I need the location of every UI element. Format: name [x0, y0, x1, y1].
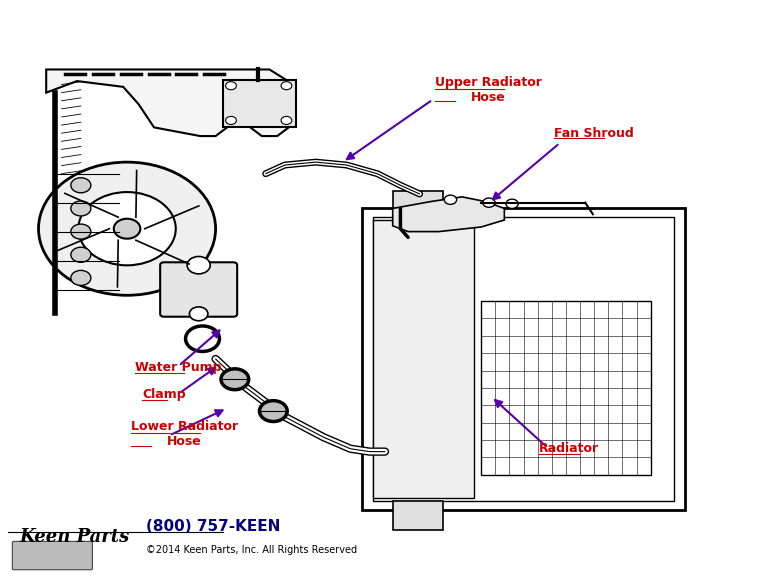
- Bar: [481, 301, 651, 475]
- Text: Water Pump: Water Pump: [135, 361, 221, 374]
- Text: Radiator: Radiator: [539, 442, 599, 455]
- Text: Lower Radiator
Hose: Lower Radiator Hose: [131, 420, 238, 448]
- Text: Clamp: Clamp: [142, 389, 186, 401]
- Circle shape: [189, 307, 208, 321]
- Circle shape: [38, 162, 216, 295]
- Polygon shape: [46, 69, 293, 136]
- Circle shape: [71, 224, 91, 239]
- Circle shape: [221, 369, 249, 390]
- Text: Fan Shroud: Fan Shroud: [554, 127, 634, 140]
- Text: Upper Radiator
Hose: Upper Radiator Hose: [435, 76, 542, 104]
- FancyBboxPatch shape: [393, 191, 443, 208]
- FancyBboxPatch shape: [160, 262, 237, 317]
- Circle shape: [483, 198, 495, 207]
- Circle shape: [226, 82, 236, 90]
- Circle shape: [71, 270, 91, 285]
- FancyBboxPatch shape: [373, 220, 474, 498]
- Text: Keen Parts: Keen Parts: [19, 528, 129, 547]
- Circle shape: [71, 201, 91, 216]
- FancyBboxPatch shape: [12, 541, 92, 570]
- Circle shape: [226, 116, 236, 124]
- Circle shape: [187, 256, 210, 274]
- Circle shape: [114, 219, 140, 239]
- Text: ©2014 Keen Parts, Inc. All Rights Reserved: ©2014 Keen Parts, Inc. All Rights Reserv…: [146, 545, 357, 555]
- Polygon shape: [393, 197, 504, 232]
- Circle shape: [79, 192, 176, 265]
- Circle shape: [259, 401, 287, 422]
- Text: (800) 757-KEEN: (800) 757-KEEN: [146, 519, 281, 534]
- Circle shape: [444, 195, 457, 204]
- Circle shape: [281, 82, 292, 90]
- FancyBboxPatch shape: [393, 501, 443, 530]
- Circle shape: [71, 247, 91, 262]
- FancyBboxPatch shape: [223, 80, 296, 127]
- Circle shape: [281, 116, 292, 124]
- Circle shape: [506, 199, 518, 208]
- Circle shape: [71, 178, 91, 193]
